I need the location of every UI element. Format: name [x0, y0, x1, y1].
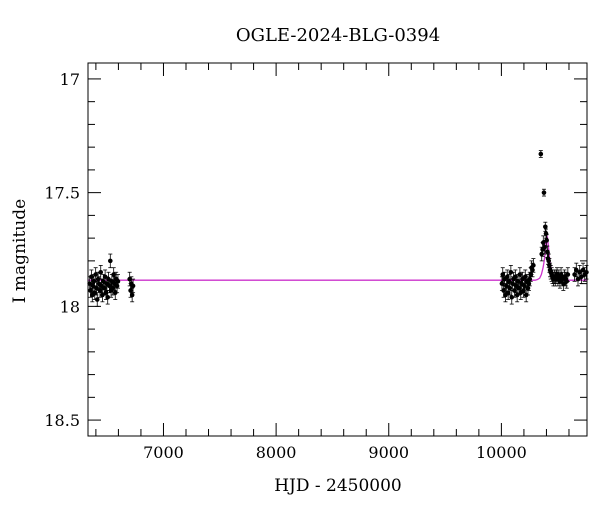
data-point	[114, 283, 120, 289]
data-point	[105, 294, 111, 300]
data-point	[565, 272, 571, 277]
data-point	[512, 288, 517, 293]
data-point	[522, 283, 527, 289]
data-point	[103, 290, 109, 296]
plot-area	[87, 150, 589, 307]
data-point	[92, 290, 98, 296]
data-point	[500, 272, 506, 277]
data-point	[129, 292, 135, 298]
data-point	[505, 290, 511, 296]
plot-frame	[87, 62, 588, 437]
data-point	[107, 283, 112, 289]
data-point	[530, 267, 535, 273]
chart-title: OGLE-2024-BLG-0394	[236, 25, 440, 46]
x-tick-label: 7000	[143, 443, 184, 462]
data-point	[516, 285, 522, 291]
y-tick-label: 18	[60, 297, 80, 316]
data-point	[526, 281, 532, 286]
y-tick-label: 17	[60, 70, 80, 89]
data-point	[521, 288, 526, 293]
data-point	[94, 297, 100, 302]
data-point	[584, 269, 589, 275]
data-point	[577, 269, 582, 275]
data-point	[130, 283, 136, 289]
data-point	[542, 244, 547, 250]
data-point	[111, 272, 116, 277]
data-point	[94, 285, 99, 291]
data-point	[545, 249, 550, 255]
data-point	[88, 288, 93, 293]
data-point	[115, 279, 121, 284]
y-tick-label: 17.5	[44, 184, 80, 203]
axis-ticks	[88, 63, 587, 436]
data-point	[538, 151, 544, 157]
data-point	[501, 288, 506, 293]
x-tick-label: 8000	[256, 443, 297, 462]
data-point	[546, 258, 552, 264]
y-axis-label: I magnitude	[10, 199, 30, 303]
data-point	[541, 190, 547, 195]
data-point	[543, 224, 548, 230]
x-tick-label: 10000	[476, 443, 527, 462]
data-point	[508, 269, 514, 275]
data-point	[127, 276, 132, 282]
data-point	[101, 285, 107, 291]
data-point	[525, 285, 531, 291]
data-point	[527, 276, 533, 282]
data-point	[580, 267, 586, 273]
data-point	[522, 274, 528, 280]
data-point	[509, 294, 515, 300]
data-point	[93, 272, 98, 277]
data-point	[572, 272, 577, 277]
data-point	[573, 267, 579, 273]
data-point	[110, 285, 116, 291]
data-point	[544, 238, 549, 243]
y-tick-label: 18.5	[44, 411, 80, 430]
data-point	[517, 272, 523, 277]
x-tick-label: 9000	[368, 443, 409, 462]
data-point	[97, 288, 103, 293]
axis-tick-labels: 7000 8000 9000 10000 17 17.5 18 18.5	[44, 70, 526, 462]
data-point	[504, 274, 510, 280]
data-point	[531, 263, 536, 268]
x-axis-label: HJD - 2450000	[274, 476, 402, 496]
data-point	[108, 258, 113, 264]
data-point	[543, 231, 549, 236]
data-point	[89, 274, 94, 280]
data-point	[98, 269, 104, 275]
data-point	[507, 285, 513, 291]
data-point	[513, 274, 518, 280]
